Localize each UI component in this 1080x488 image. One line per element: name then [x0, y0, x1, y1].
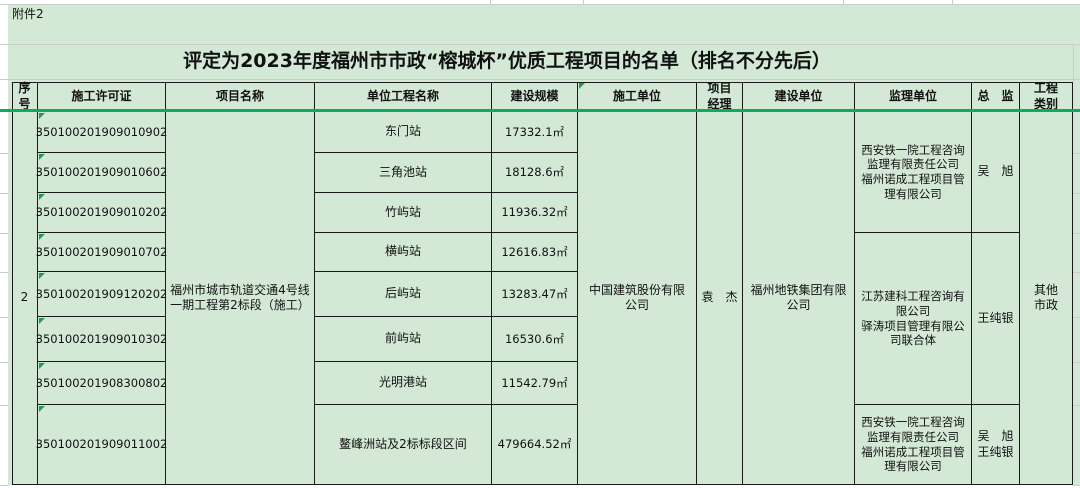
- error-triangle-icon: [39, 406, 45, 412]
- cell-chief-supervisor[interactable]: 吴 旭 王纯银: [972, 405, 1020, 485]
- header-unit[interactable]: 单位工程名称: [315, 82, 492, 112]
- table-title: 评定为2023年度福州市市政“榕城杯”优质工程项目的名单（排名不分先后）: [183, 50, 831, 72]
- header-supervisor[interactable]: 监理单位: [855, 82, 972, 112]
- gridline: [0, 193, 9, 194]
- cell-permit[interactable]: 350100201909010902: [36, 112, 167, 153]
- cell-unit-name[interactable]: 光明港站: [315, 362, 492, 405]
- cell-scale[interactable]: 18128.6㎡: [492, 153, 578, 193]
- error-triangle-icon: [39, 154, 45, 160]
- header-seq[interactable]: 序 号: [12, 81, 38, 112]
- gridline: [1073, 44, 1074, 82]
- gridline: [1073, 272, 1080, 273]
- selection-line: [0, 109, 1080, 112]
- cell-scale[interactable]: 16530.6㎡: [492, 317, 578, 362]
- error-triangle-icon: [39, 363, 45, 369]
- cell-permit[interactable]: 350100201909120202: [36, 272, 167, 317]
- cell-unit-name[interactable]: 横屿站: [315, 233, 492, 272]
- cell-chief-supervisor[interactable]: 王纯银: [972, 233, 1020, 405]
- gridline: [0, 79, 1080, 80]
- gridline: [1073, 153, 1080, 154]
- gridline: [1073, 362, 1080, 363]
- header-contractor[interactable]: 施工单位: [578, 82, 697, 112]
- error-triangle-icon: [579, 83, 585, 89]
- cell-unit-name[interactable]: 竹屿站: [315, 193, 492, 233]
- table-border: [12, 82, 1073, 83]
- cell-scale[interactable]: 11542.79㎡: [492, 362, 578, 405]
- cell-supervisor[interactable]: 江苏建科工程咨询有 限公司 驿涛项目管理有限公 司联合体: [855, 233, 972, 405]
- gridline: [0, 485, 9, 486]
- cell-scale[interactable]: 12616.83㎡: [492, 233, 578, 272]
- cell-supervisor[interactable]: 西安铁一院工程咨询 监理有限责任公司 福州诺成工程项目管 理有限公司: [855, 112, 972, 233]
- gridline: [0, 4, 1080, 5]
- cell-scale[interactable]: 479664.52㎡: [492, 405, 578, 485]
- header-permit[interactable]: 施工许可证: [38, 82, 166, 112]
- error-triangle-icon: [39, 113, 45, 119]
- error-triangle-icon: [39, 273, 45, 279]
- cell-owner[interactable]: 福州地铁集团有限 公司: [743, 112, 855, 485]
- cell-unit-name[interactable]: 后屿站: [315, 272, 492, 317]
- cell-scale[interactable]: 17332.1㎡: [492, 112, 578, 153]
- gridline: [0, 405, 9, 406]
- attachment-label: 附件2: [12, 7, 44, 21]
- table-border: [12, 82, 13, 485]
- header-scale[interactable]: 建设规模: [492, 82, 578, 112]
- cell-chief-supervisor[interactable]: 吴 旭: [972, 112, 1020, 233]
- gridline: [0, 362, 9, 363]
- cell-permit[interactable]: 350100201909010302: [36, 317, 167, 362]
- gridline: [0, 317, 9, 318]
- header-manager[interactable]: 项目 经理: [697, 81, 743, 112]
- gridline: [583, 0, 584, 4]
- gridline: [1073, 405, 1080, 406]
- cell-permit[interactable]: 350100201909011002: [36, 405, 167, 485]
- cell-permit[interactable]: 350100201909010202: [36, 193, 167, 233]
- gridline: [1073, 233, 1080, 234]
- gridline: [1073, 193, 1080, 194]
- gridline: [843, 0, 844, 4]
- cell-unit-name[interactable]: 前屿站: [315, 317, 492, 362]
- cell-scale[interactable]: 11936.32㎡: [492, 193, 578, 233]
- error-triangle-icon: [39, 194, 45, 200]
- cell-project-name[interactable]: 福州市城市轨道交通4号线 一期工程第2标段（施工）: [166, 112, 315, 485]
- cell-supervisor[interactable]: 西安铁一院工程咨询 监理有限责任公司 福州诺成工程项目管 理有限公司: [855, 405, 972, 485]
- gridline: [0, 272, 9, 273]
- gridline: [490, 0, 491, 4]
- gridline: [952, 0, 953, 4]
- cell-category[interactable]: 其他 市政: [1020, 112, 1073, 485]
- gridline: [1073, 317, 1080, 318]
- gridline: [0, 44, 1080, 45]
- error-triangle-icon: [39, 318, 45, 324]
- cell-scale[interactable]: 13283.47㎡: [492, 272, 578, 317]
- gridline: [1073, 485, 1080, 486]
- cell-contractor[interactable]: 中国建筑股份有限 公司: [578, 112, 697, 485]
- cell-permit[interactable]: 350100201909010702: [36, 233, 167, 272]
- gridline: [0, 153, 9, 154]
- cell-unit-name[interactable]: 东门站: [315, 112, 492, 153]
- header-category[interactable]: 工程 类别: [1020, 81, 1073, 112]
- error-triangle-icon: [39, 234, 45, 240]
- cell-unit-name[interactable]: 鳌峰洲站及2标标段区间: [315, 405, 492, 485]
- header-owner[interactable]: 建设单位: [743, 82, 855, 112]
- cell-project-manager[interactable]: 袁 杰: [697, 112, 743, 485]
- cell-permit[interactable]: 350100201908300802: [36, 362, 167, 405]
- cell-seq[interactable]: 2: [12, 112, 38, 485]
- header-project[interactable]: 项目名称: [166, 82, 315, 112]
- header-chief[interactable]: 总 监: [972, 82, 1020, 112]
- cell-permit[interactable]: 350100201909010602: [36, 153, 167, 193]
- gridline: [0, 233, 9, 234]
- cell-unit-name[interactable]: 三角池站: [315, 153, 492, 193]
